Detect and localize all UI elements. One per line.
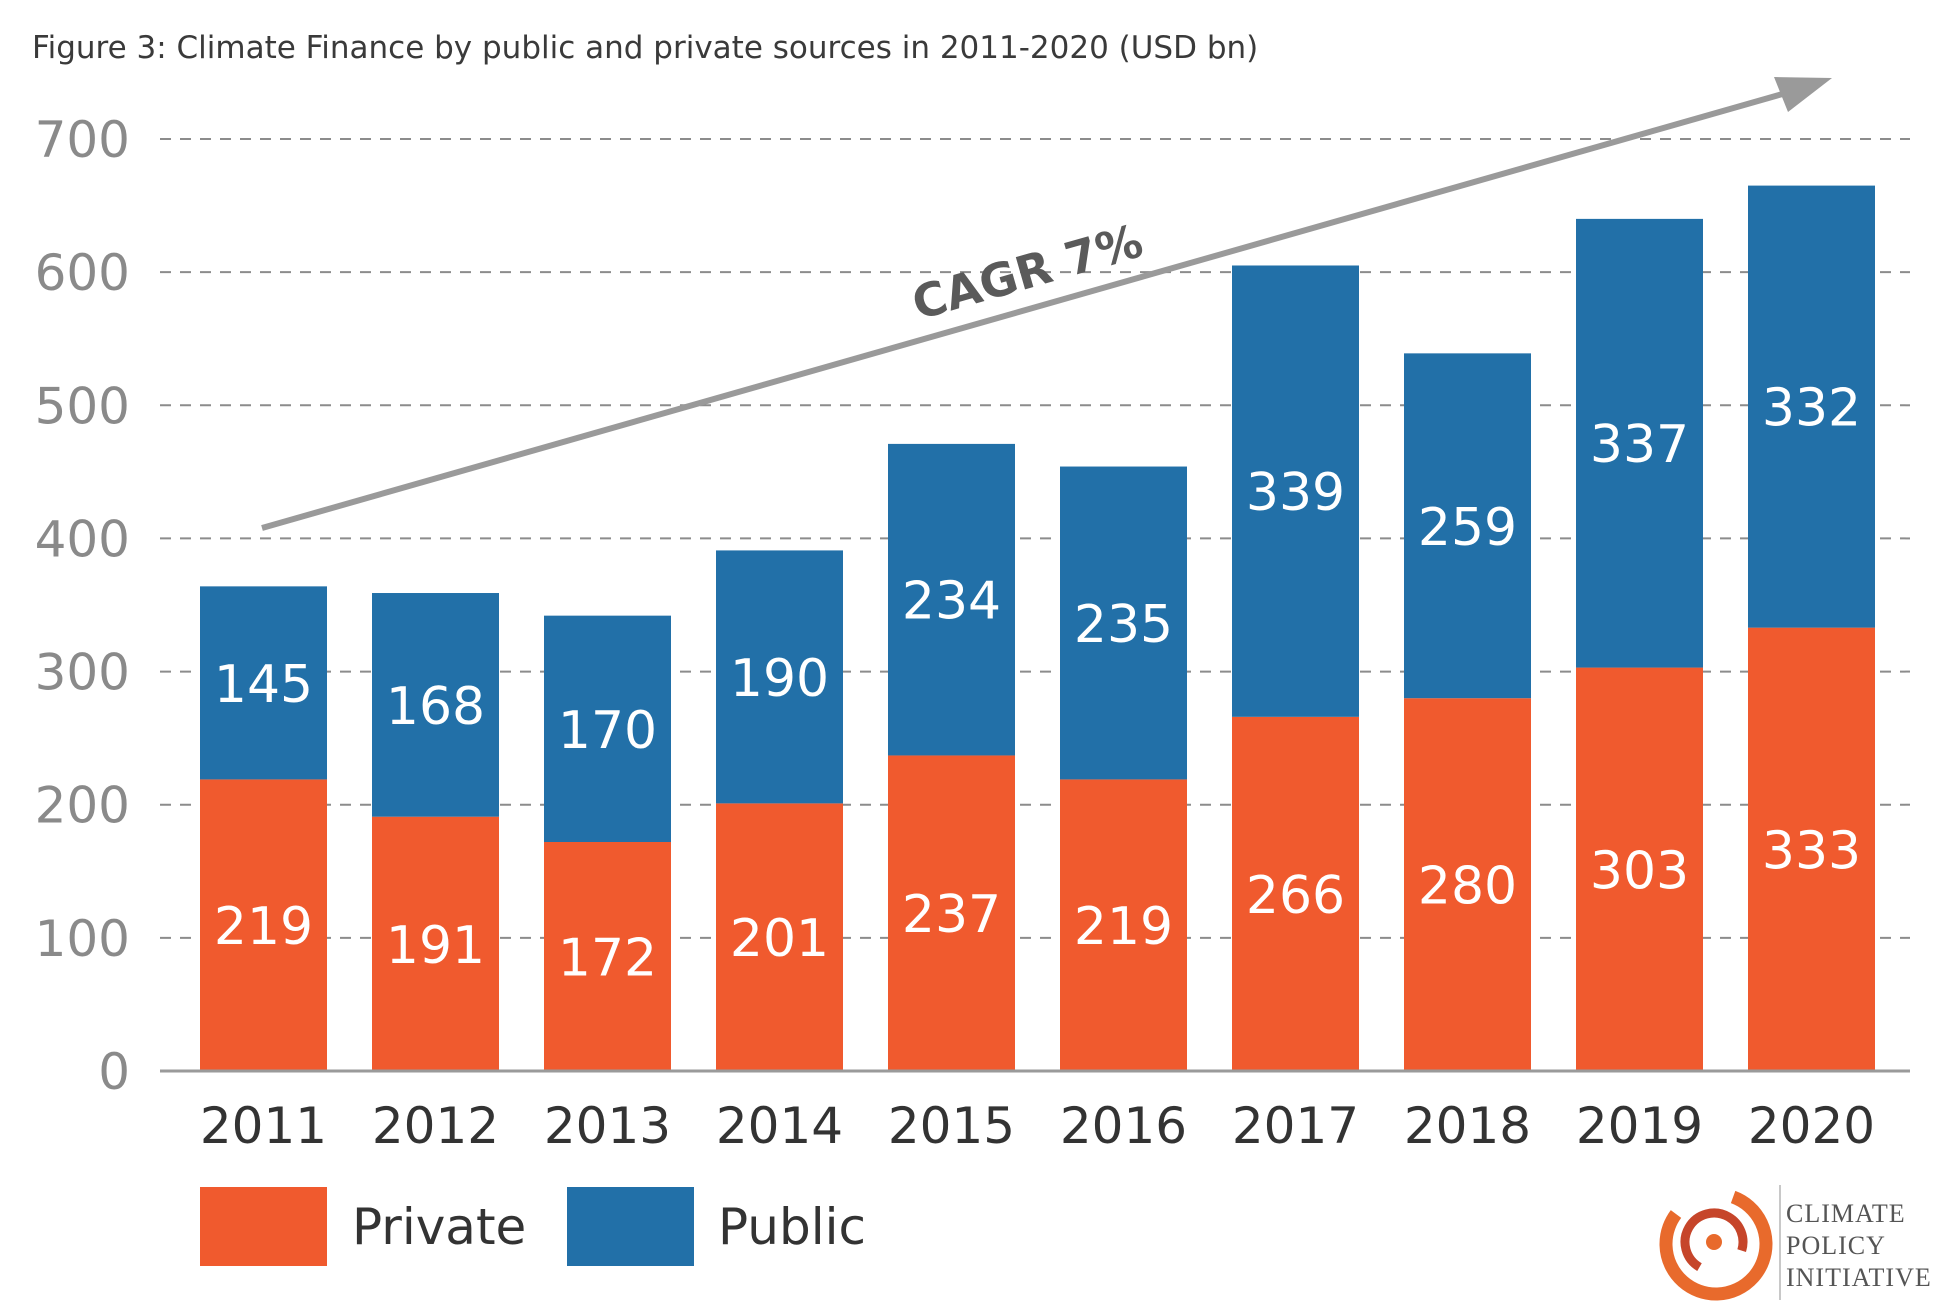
data-label: 172 (558, 928, 657, 988)
cpi-logo-icon (1659, 1187, 1773, 1301)
bar-private (1576, 667, 1703, 1071)
bars: 219 145 191 168 172 170 201 190 237 234 219 235 266 3… (200, 185, 1875, 1071)
x-tick-label: 2016 (1060, 1097, 1187, 1155)
x-tick-label: 2013 (544, 1097, 671, 1155)
bar-private (1404, 698, 1531, 1071)
data-label: 266 (1246, 866, 1345, 926)
y-tick-label: 700 (35, 111, 130, 169)
x-tick-label: 2017 (1232, 1097, 1359, 1155)
bar-private (200, 779, 327, 1071)
legend-swatch-private (200, 1187, 327, 1266)
x-tick-label: 2019 (1576, 1097, 1703, 1155)
y-axis: 0 100 200 300 400 500 600 700 (35, 111, 130, 1101)
data-label: 234 (902, 572, 1001, 632)
bar-private (544, 841, 671, 1071)
bar-private (372, 816, 499, 1071)
data-label: 191 (386, 916, 485, 976)
bar-private (1232, 716, 1359, 1071)
bar-public (1232, 265, 1359, 717)
x-tick-label: 2018 (1404, 1097, 1531, 1155)
y-tick-label: 500 (35, 377, 130, 435)
legend-label-public: Public (718, 1198, 866, 1256)
data-label: 339 (1246, 463, 1345, 523)
bar-public (200, 586, 327, 780)
cagr-arrow (261, 77, 1832, 531)
bar-private (1060, 779, 1187, 1071)
bar-private (888, 755, 1015, 1071)
bar-public (888, 443, 1015, 756)
bar-private (1748, 627, 1875, 1071)
x-axis: 2011 2012 2013 2014 2015 2016 2017 2018 2019 2020 (200, 1097, 1875, 1155)
bar-public (1404, 353, 1531, 699)
cagr-annotation: CAGR 7% (906, 213, 1148, 330)
legend-swatch-public (567, 1187, 694, 1266)
bar-public (544, 615, 671, 842)
chart-title: Figure 3: Climate Finance by public and … (32, 30, 1258, 66)
data-label: 333 (1762, 821, 1861, 881)
logo-text-line1: CLIMATE (1786, 1199, 1906, 1228)
x-tick-label: 2014 (716, 1097, 843, 1155)
y-tick-label: 0 (98, 1043, 130, 1101)
y-tick-label: 300 (35, 644, 130, 702)
x-tick-label: 2011 (200, 1097, 327, 1155)
legend-label-private: Private (352, 1198, 526, 1256)
x-tick-label: 2015 (888, 1097, 1015, 1155)
logo-text-line2: POLICY (1786, 1231, 1886, 1260)
data-label: 219 (214, 897, 313, 957)
data-label: 145 (214, 655, 313, 715)
legend: Private Public (200, 1187, 866, 1266)
y-tick-label: 400 (35, 510, 130, 568)
data-label: 280 (1418, 857, 1517, 917)
data-label: 237 (902, 885, 1001, 945)
data-label: 168 (386, 677, 485, 737)
bar-public (1576, 218, 1703, 668)
logo-text-line3: INITIATIVE (1786, 1263, 1932, 1292)
data-label: 337 (1590, 415, 1689, 475)
data-label: 303 (1590, 841, 1689, 901)
data-label: 332 (1762, 379, 1861, 439)
bar-public (716, 550, 843, 804)
bar-public (1060, 466, 1187, 780)
logo: CLIMATE POLICY INITIATIVE (1659, 1185, 1932, 1301)
bar-private (716, 803, 843, 1071)
y-tick-label: 100 (35, 910, 130, 968)
x-tick-label: 2020 (1748, 1097, 1875, 1155)
data-label: 201 (730, 909, 829, 969)
bar-public (372, 593, 499, 817)
data-label: 259 (1418, 498, 1517, 558)
data-label: 235 (1074, 595, 1173, 655)
x-tick-label: 2012 (372, 1097, 499, 1155)
data-label: 170 (558, 701, 657, 761)
data-label: 190 (730, 649, 829, 709)
bar-public (1748, 185, 1875, 628)
y-tick-label: 200 (35, 777, 130, 835)
data-label: 219 (1074, 897, 1173, 957)
y-tick-label: 600 (35, 244, 130, 302)
